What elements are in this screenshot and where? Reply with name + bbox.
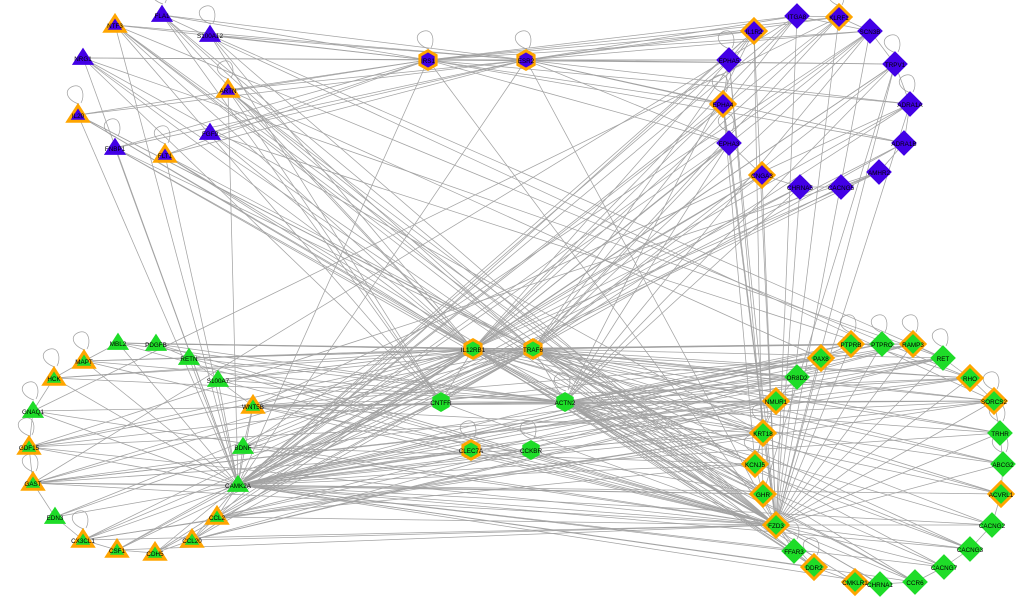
- svg-text:NTF3: NTF3: [107, 23, 123, 30]
- svg-text:OR8D2: OR8D2: [787, 375, 808, 382]
- svg-text:KLRF1: KLRF1: [829, 15, 849, 22]
- svg-text:AMHR2: AMHR2: [868, 170, 891, 177]
- svg-text:ACVRL1: ACVRL1: [989, 492, 1014, 499]
- svg-text:KRT18: KRT18: [753, 431, 773, 438]
- svg-text:ADRA1B: ADRA1B: [891, 141, 916, 148]
- svg-text:ESR2: ESR2: [518, 58, 535, 65]
- svg-text:CX3CL1: CX3CL1: [71, 538, 95, 545]
- svg-text:GDF15: GDF15: [19, 445, 40, 452]
- svg-text:FZD3: FZD3: [768, 523, 784, 530]
- svg-text:FFAR3: FFAR3: [784, 549, 804, 556]
- svg-text:IL12RB1: IL12RB1: [461, 347, 486, 354]
- svg-text:CAMK2A: CAMK2A: [225, 483, 252, 490]
- svg-text:CDH5: CDH5: [146, 551, 164, 558]
- svg-text:IRS1: IRS1: [421, 58, 435, 65]
- svg-text:CACNG2: CACNG2: [979, 523, 1006, 530]
- svg-text:CLEC7A: CLEC7A: [459, 448, 484, 455]
- svg-text:HCK: HCK: [47, 376, 61, 383]
- svg-text:EPHA3: EPHA3: [719, 141, 740, 148]
- svg-text:EPHA4: EPHA4: [713, 102, 734, 109]
- svg-text:CHRNA5: CHRNA5: [787, 185, 813, 192]
- svg-text:RETN: RETN: [180, 356, 198, 363]
- svg-text:CNTFR: CNTFR: [430, 400, 452, 407]
- svg-text:CACNG5: CACNG5: [828, 185, 855, 192]
- svg-text:CACNG3: CACNG3: [957, 547, 984, 554]
- svg-text:ACTN2: ACTN2: [555, 400, 576, 407]
- svg-text:SCN3B: SCN3B: [860, 29, 881, 36]
- svg-text:GAST: GAST: [24, 481, 41, 488]
- svg-text:CCR6: CCR6: [906, 580, 924, 587]
- svg-text:PTPRO: PTPRO: [871, 342, 893, 349]
- svg-text:FLA1: FLA1: [154, 13, 170, 20]
- svg-text:CCKBR: CCKBR: [520, 448, 542, 455]
- svg-text:CACNG7: CACNG7: [931, 565, 958, 572]
- svg-text:SORCS2: SORCS2: [981, 399, 1007, 406]
- svg-text:ADRA1A: ADRA1A: [897, 102, 923, 109]
- svg-text:TRHR: TRHR: [991, 431, 1009, 438]
- svg-text:CCL20: CCL20: [182, 538, 202, 545]
- svg-text:CCL2: CCL2: [209, 515, 226, 522]
- svg-text:CHRNA1: CHRNA1: [867, 582, 893, 589]
- svg-text:PAX8: PAX8: [813, 356, 829, 363]
- svg-text:PDGFB: PDGFB: [145, 342, 167, 349]
- svg-text:PTPRB: PTPRB: [841, 342, 862, 349]
- svg-text:MBL2: MBL2: [110, 341, 127, 348]
- svg-text:S100A12: S100A12: [197, 33, 223, 40]
- svg-text:S100A7: S100A7: [207, 378, 230, 385]
- svg-text:EDN3: EDN3: [47, 515, 64, 522]
- svg-text:MAPT: MAPT: [75, 359, 93, 366]
- svg-text:CNGA3: CNGA3: [751, 173, 773, 180]
- svg-text:RET: RET: [937, 356, 950, 363]
- svg-text:TRPV1: TRPV1: [885, 62, 906, 69]
- svg-text:WNT5B: WNT5B: [242, 404, 264, 411]
- svg-text:ARTN: ARTN: [219, 88, 236, 95]
- svg-text:RAMP3: RAMP3: [902, 342, 924, 349]
- svg-text:DDR2: DDR2: [805, 565, 823, 572]
- svg-text:FNBP1: FNBP1: [105, 146, 126, 153]
- svg-text:FLT1: FLT1: [158, 153, 173, 160]
- svg-text:NMUR1: NMUR1: [765, 399, 788, 406]
- svg-text:TRAF6: TRAF6: [523, 347, 543, 354]
- svg-text:IL20: IL20: [72, 113, 85, 120]
- svg-text:GHR: GHR: [756, 492, 770, 499]
- svg-text:IL1R2: IL1R2: [746, 29, 763, 36]
- svg-text:EPHA5: EPHA5: [719, 58, 740, 65]
- svg-text:FGF9: FGF9: [202, 131, 219, 138]
- svg-text:ITGA8: ITGA8: [788, 14, 807, 21]
- svg-text:NRG1: NRG1: [74, 56, 92, 63]
- svg-text:ABCG2: ABCG2: [992, 462, 1014, 469]
- svg-text:KCNJ5: KCNJ5: [745, 462, 765, 469]
- svg-text:RHO: RHO: [963, 376, 977, 383]
- svg-text:CMKLR1: CMKLR1: [842, 580, 868, 587]
- svg-text:BDNF: BDNF: [234, 445, 251, 452]
- svg-text:CSF1: CSF1: [109, 548, 126, 555]
- svg-text:GNAQ1: GNAQ1: [22, 409, 45, 416]
